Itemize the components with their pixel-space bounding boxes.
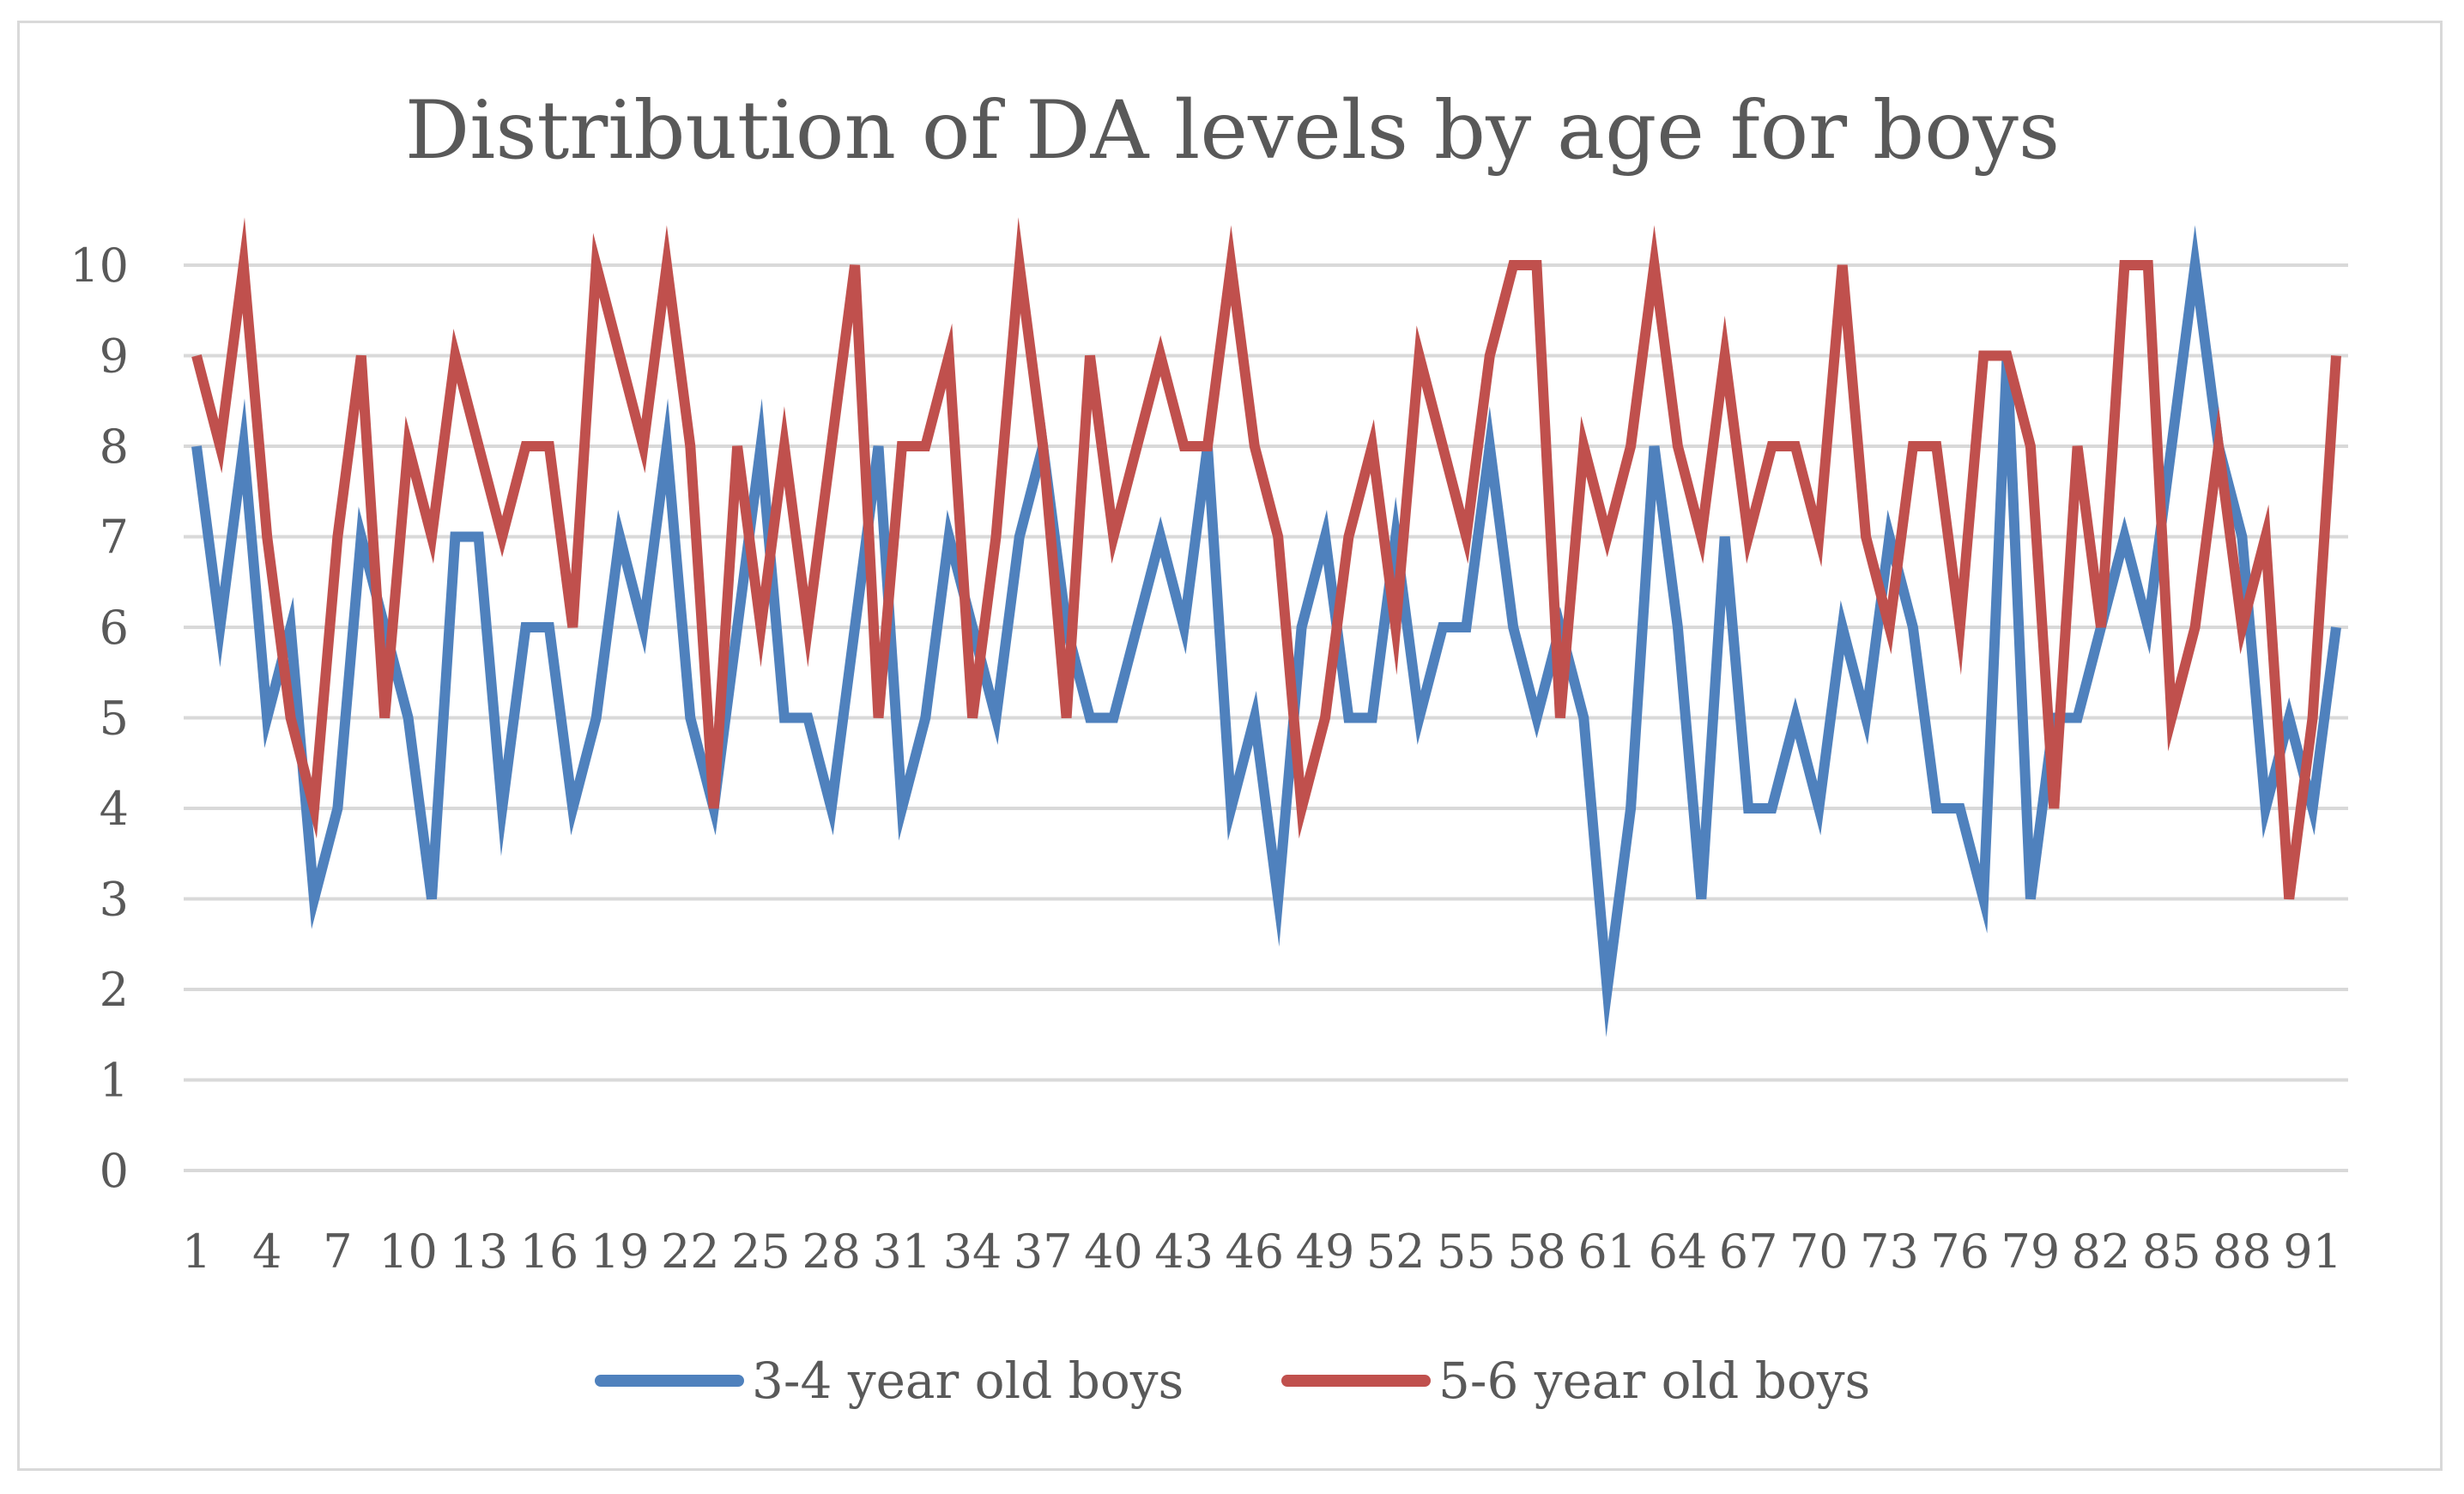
series-line-1 — [191, 225, 2341, 1037]
x-tick-label: 61 — [1577, 1225, 1637, 1279]
chart-title: Distribution of DA levels by age for boy… — [405, 84, 2060, 178]
x-tick-label: 25 — [731, 1225, 790, 1279]
x-tick-label: 19 — [590, 1225, 650, 1279]
data-series — [191, 217, 2341, 1037]
x-tick-label: 67 — [1719, 1225, 1778, 1279]
x-tick-label: 64 — [1649, 1225, 1708, 1279]
x-tick-label: 13 — [449, 1225, 508, 1279]
x-tick-label: 85 — [2142, 1225, 2201, 1279]
x-tick-label: 70 — [1789, 1225, 1849, 1279]
x-tick-label: 58 — [1507, 1225, 1566, 1279]
y-tick-label: 6 — [100, 601, 129, 655]
x-tick-label: 1 — [182, 1225, 211, 1279]
x-axis-tick-labels: 1 4 7 10 13 16 19 22 25 28 31 34 37 40 43 46 49 52 55 58 61 6… — [182, 1225, 2342, 1279]
y-tick-label: 0 — [100, 1144, 129, 1198]
x-tick-label: 79 — [2001, 1225, 2060, 1279]
x-tick-label: 46 — [1225, 1225, 1284, 1279]
legend-label-2: 5-6 year old boys — [1438, 1352, 1870, 1410]
x-tick-label: 10 — [378, 1225, 438, 1279]
x-tick-label: 43 — [1154, 1225, 1214, 1279]
y-tick-label: 3 — [100, 873, 129, 927]
x-tick-label: 91 — [2283, 1225, 2342, 1279]
y-tick-label: 5 — [100, 692, 129, 746]
y-axis-tick-labels: 0 1 2 3 4 5 6 7 8 9 10 — [70, 239, 129, 1198]
x-tick-label: 22 — [661, 1225, 720, 1279]
x-tick-label: 55 — [1437, 1225, 1496, 1279]
x-tick-label: 52 — [1366, 1225, 1426, 1279]
x-tick-label: 40 — [1084, 1225, 1143, 1279]
x-tick-label: 76 — [1930, 1225, 1989, 1279]
x-tick-label: 4 — [252, 1225, 282, 1279]
x-tick-label: 34 — [943, 1225, 1002, 1279]
x-tick-label: 31 — [873, 1225, 932, 1279]
x-tick-label: 82 — [2072, 1225, 2131, 1279]
legend: 3-4 year old boys 5-6 year old boys — [595, 1352, 1870, 1410]
y-tick-label: 4 — [100, 782, 129, 836]
y-tick-label: 1 — [100, 1054, 129, 1108]
y-tick-label: 8 — [100, 420, 129, 474]
x-tick-label: 49 — [1296, 1225, 1355, 1279]
legend-label-1: 3-4 year old boys — [752, 1352, 1184, 1410]
x-tick-label: 7 — [323, 1225, 352, 1279]
series-line-2 — [191, 217, 2341, 900]
x-tick-label: 28 — [802, 1225, 861, 1279]
x-tick-label: 37 — [1014, 1225, 1073, 1279]
x-tick-label: 88 — [2213, 1225, 2272, 1279]
y-tick-label: 2 — [100, 963, 129, 1017]
y-tick-label: 9 — [100, 330, 129, 384]
x-tick-label: 73 — [1860, 1225, 1919, 1279]
x-tick-label: 16 — [520, 1225, 579, 1279]
y-tick-label: 7 — [100, 511, 129, 565]
y-tick-label: 10 — [70, 239, 129, 293]
